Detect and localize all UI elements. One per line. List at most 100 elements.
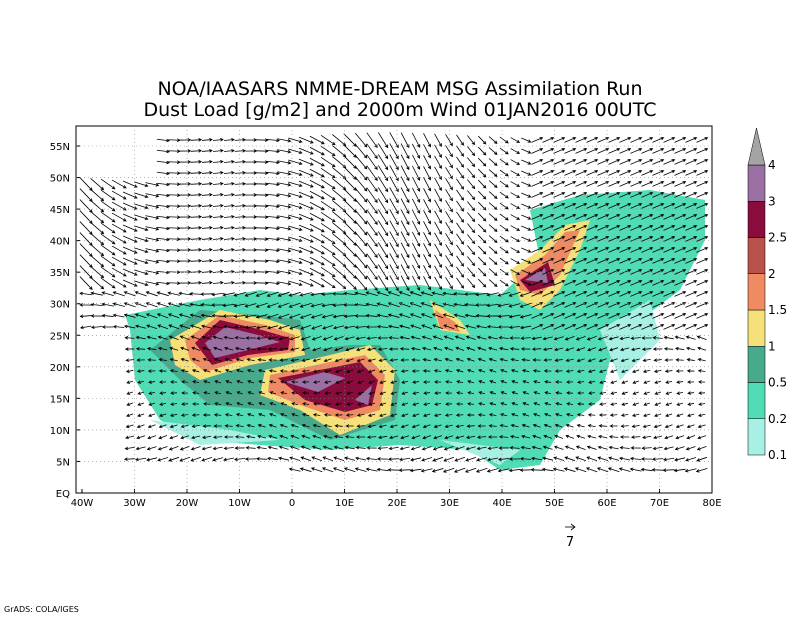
wind-arrow	[412, 253, 421, 269]
wind-arrow	[181, 402, 189, 406]
wind-arrow	[288, 467, 301, 472]
wind-arrow	[343, 291, 357, 296]
wind-arrow	[652, 336, 663, 340]
wind-arrow	[212, 258, 224, 263]
lon-label: 20E	[387, 498, 406, 509]
wind-arrow	[629, 467, 642, 472]
wind-arrow	[357, 402, 365, 406]
wind-arrow	[365, 325, 378, 329]
wind-arrow	[531, 323, 544, 330]
lon-label: 40W	[71, 498, 94, 509]
wind-arrow	[190, 138, 203, 142]
wind-arrow	[477, 424, 486, 428]
wind-arrow	[544, 402, 552, 406]
wind-arrow	[575, 290, 588, 297]
wind-arrow	[203, 369, 211, 373]
wind-arrow	[522, 380, 530, 384]
wind-arrow	[663, 136, 676, 143]
wind-arrow	[179, 149, 192, 153]
wind-arrow	[335, 380, 343, 384]
wind-arrow	[499, 158, 509, 166]
wind-arrow	[101, 325, 114, 329]
wind-arrow	[79, 314, 92, 319]
wind-arrow	[156, 226, 170, 231]
wind-arrow	[147, 358, 156, 362]
map-frame	[75, 125, 713, 494]
wind-arrow	[608, 246, 621, 253]
wind-arrow	[620, 358, 629, 363]
wind-arrow	[244, 457, 257, 461]
wind-arrow	[309, 179, 325, 189]
wind-arrow	[366, 347, 377, 352]
wind-arrow	[510, 434, 520, 439]
wind-arrow	[543, 369, 552, 373]
colorbar-cap	[747, 127, 766, 166]
wind-arrow	[531, 169, 544, 176]
wind-arrow	[245, 336, 256, 340]
wind-arrow	[377, 231, 389, 248]
wind-arrow	[674, 180, 687, 187]
wind-arrow	[433, 435, 443, 440]
wind-arrow	[686, 424, 695, 429]
wind-arrow	[280, 391, 288, 395]
wind-arrow	[488, 235, 498, 243]
wind-arrow	[288, 280, 303, 287]
wind-arrow	[366, 165, 378, 181]
wind-arrow	[137, 413, 145, 417]
wind-arrow	[101, 302, 114, 307]
wind-arrow	[212, 137, 224, 142]
colorbar-segment	[747, 346, 766, 383]
wind-arrow	[652, 224, 665, 231]
wind-arrow	[214, 368, 222, 373]
wind-arrow	[564, 202, 577, 209]
wind-arrow	[532, 423, 541, 428]
lat-label: 15N	[50, 394, 70, 405]
wind-arrow	[258, 402, 266, 406]
wind-arrow	[311, 456, 323, 462]
wind-arrow	[685, 290, 698, 297]
wind-arrow	[499, 180, 509, 188]
wind-arrow	[168, 237, 181, 241]
wind-arrow	[145, 302, 158, 308]
wind-arrow	[488, 357, 497, 362]
wind-arrow	[256, 259, 269, 263]
wind-arrow	[234, 204, 247, 208]
wind-arrow	[377, 187, 389, 204]
wind-arrow	[168, 204, 181, 208]
wind-arrow	[619, 235, 632, 242]
wind-arrow	[467, 201, 476, 212]
wind-arrow	[266, 193, 281, 198]
wind-arrow	[575, 312, 588, 319]
wind-arrow	[510, 280, 521, 286]
wind-arrow	[280, 402, 288, 406]
wind-arrow	[409, 468, 422, 473]
wind-arrow	[234, 138, 247, 142]
wind-arrow	[467, 146, 476, 157]
wind-arrow	[111, 201, 127, 211]
wind-arrow	[564, 136, 577, 143]
wind-arrow	[156, 149, 170, 154]
wind-arrow	[619, 336, 630, 341]
wind-arrow	[224, 424, 233, 428]
wind-arrow	[542, 246, 555, 253]
wind-arrow	[179, 446, 190, 451]
colorbar-segment	[747, 309, 766, 347]
wind-arrow	[301, 369, 310, 373]
wind-arrow	[335, 391, 343, 395]
wind-arrow	[411, 424, 420, 429]
wind-arrow	[696, 147, 709, 154]
wind-arrow	[608, 456, 620, 461]
wind-arrow	[488, 424, 497, 428]
wind-arrow	[619, 246, 632, 253]
wind-arrow	[696, 224, 709, 231]
wind-arrow	[521, 247, 532, 253]
wind-arrow	[423, 380, 431, 384]
wind-arrow	[643, 391, 650, 395]
wind-arrow	[475, 313, 488, 318]
wind-arrow	[597, 336, 608, 341]
wind-arrow	[553, 147, 566, 154]
wind-arrow	[135, 457, 147, 462]
wind-arrow	[168, 270, 181, 274]
wind-arrow	[420, 468, 433, 473]
wind-arrow	[477, 146, 487, 156]
